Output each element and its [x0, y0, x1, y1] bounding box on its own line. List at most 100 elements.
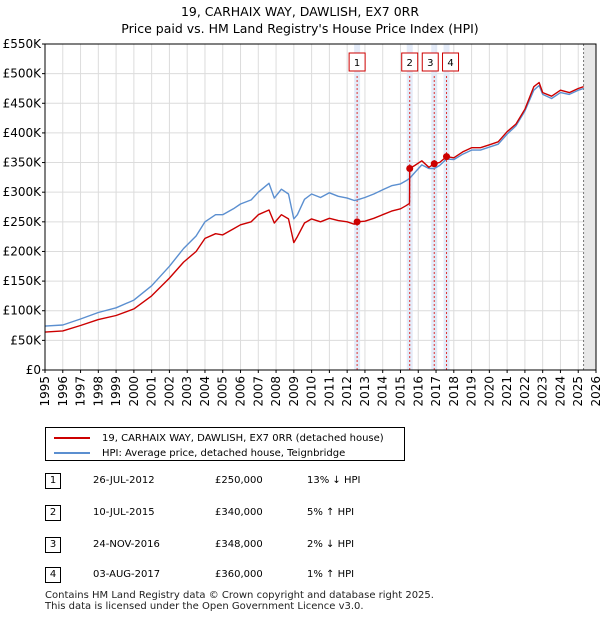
sale-hpi-relation: 2% ↓ HPI — [307, 539, 355, 550]
x-tick-label: 2001 — [145, 376, 159, 407]
x-tick-label: 1995 — [38, 376, 52, 407]
y-tick-label: £250K — [3, 215, 43, 229]
axes-frame — [44, 43, 597, 371]
x-tick-label: 2018 — [447, 376, 461, 407]
sale-date: 03-AUG-2017 — [93, 569, 161, 580]
y-tick-label: £50K — [10, 333, 42, 347]
x-tick-label: 1998 — [91, 376, 105, 407]
sale-dot — [406, 164, 414, 172]
sale-label: 2 — [407, 58, 413, 69]
legend-label-hpi: HPI: Average price, detached house, Teig… — [102, 447, 346, 459]
y-tick-label: £500K — [3, 67, 43, 81]
sale-row: 1 26-JUL-2012 £250,000 13% ↓ HPI — [45, 473, 385, 493]
sale-band — [443, 44, 450, 370]
x-tick-label: 2023 — [536, 376, 550, 407]
sale-label-box — [401, 52, 419, 72]
sale-number-badge: 2 — [45, 505, 61, 521]
footer: Contains HM Land Registry data © Crown c… — [45, 590, 434, 612]
sale-row: 2 10-JUL-2015 £340,000 5% ↑ HPI — [45, 505, 385, 525]
x-tick-label: 2004 — [198, 376, 212, 407]
y-tick-label: £0 — [26, 363, 41, 377]
footer-licence: This data is licensed under the Open Gov… — [45, 601, 364, 612]
sale-number-badge: 1 — [45, 473, 61, 489]
price-chart: £0 £50K £100K £150K £200K £250K £300K £350K £400… — [3, 37, 600, 407]
sale-hpi-relation: 13% ↓ HPI — [307, 475, 361, 486]
x-tick-label: 2024 — [553, 376, 567, 407]
x-tick-label: 1999 — [109, 376, 123, 407]
x-tick-label: 2002 — [162, 376, 176, 407]
sale-date: 24-NOV-2016 — [93, 539, 160, 550]
x-tick-label: 2003 — [180, 376, 194, 407]
sale-price: £340,000 — [215, 507, 263, 518]
sale-highlight-bands — [354, 44, 450, 370]
plot-area — [45, 44, 596, 370]
y-tick-label: £450K — [3, 96, 43, 110]
sale-label-box — [421, 52, 439, 72]
y-tick-label: £150K — [3, 274, 43, 288]
legend: 19, CARHAIX WAY, DAWLISH, EX7 0RR (detac… — [45, 427, 405, 461]
y-tick-label: £100K — [3, 304, 43, 318]
legend-swatch-hpi — [54, 452, 90, 454]
x-tick-label: 2021 — [500, 376, 514, 407]
sale-band — [406, 44, 413, 370]
x-tick-label: 2011 — [322, 376, 336, 407]
sale-label-box — [442, 52, 460, 72]
legend-item-hpi: HPI: Average price, detached house, Teig… — [54, 446, 345, 460]
chart-title: 19, CARHAIX WAY, DAWLISH, EX7 0RR Price … — [0, 3, 600, 37]
x-tick-label: 2007 — [251, 376, 265, 407]
y-tick-label: £550K — [3, 37, 43, 51]
sale-date: 26-JUL-2012 — [93, 475, 155, 486]
x-tick-label: 2000 — [127, 376, 141, 407]
x-tick-label: 1996 — [56, 376, 70, 407]
sale-band — [431, 44, 438, 370]
sale-dot — [353, 218, 361, 226]
x-tick-label: 2008 — [269, 376, 283, 407]
x-tick-label: 2009 — [287, 376, 301, 407]
x-tick-label: 1997 — [74, 376, 88, 407]
x-tick-label: 2025 — [571, 376, 585, 407]
x-tick-label: 2026 — [589, 376, 600, 407]
sale-label: 3 — [427, 58, 433, 69]
sale-price: £360,000 — [215, 569, 263, 580]
sale-dot — [430, 160, 438, 168]
footer-copyright: Contains HM Land Registry data © Crown c… — [45, 590, 434, 601]
y-tick-label: £300K — [3, 185, 43, 199]
title-line-1: 19, CARHAIX WAY, DAWLISH, EX7 0RR — [180, 4, 420, 19]
x-tick-label: 2006 — [234, 376, 248, 407]
x-tick-label: 2012 — [340, 376, 354, 407]
legend-item-property: 19, CARHAIX WAY, DAWLISH, EX7 0RR (detac… — [54, 431, 384, 445]
x-tick-label: 2013 — [358, 376, 372, 407]
x-tick-label: 2015 — [393, 376, 407, 407]
sale-number-badge: 4 — [45, 567, 61, 583]
x-tick-label: 2022 — [518, 376, 532, 407]
sale-hpi-relation: 1% ↑ HPI — [307, 569, 355, 580]
sale-date: 10-JUL-2015 — [93, 507, 155, 518]
y-tick-label: £350K — [3, 156, 43, 170]
y-tick-label: £200K — [3, 244, 43, 258]
series — [44, 81, 584, 333]
legend-swatch-property — [54, 437, 90, 439]
future-shading — [583, 44, 596, 370]
title-line-2: Price paid vs. HM Land Registry's House … — [121, 21, 479, 36]
sale-row: 4 03-AUG-2017 £360,000 1% ↑ HPI — [45, 567, 385, 587]
sale-dot — [443, 153, 451, 161]
x-tick-label: 2010 — [305, 376, 319, 407]
series-line — [44, 81, 584, 333]
sale-price: £348,000 — [215, 539, 263, 550]
x-tick-label: 2017 — [429, 376, 443, 407]
y-tick-label: £400K — [3, 126, 43, 140]
legend-label-property: 19, CARHAIX WAY, DAWLISH, EX7 0RR (detac… — [102, 432, 384, 444]
sale-number-badge: 3 — [45, 537, 61, 553]
sale-band — [354, 44, 361, 370]
series-line — [44, 84, 584, 327]
sale-hpi-relation: 5% ↑ HPI — [307, 507, 355, 518]
x-tick-label: 2016 — [411, 376, 425, 407]
x-tick-label: 2014 — [376, 376, 390, 407]
sale-markers: 1 2 3 4 — [348, 52, 460, 226]
sale-row: 3 24-NOV-2016 £348,000 2% ↓ HPI — [45, 537, 385, 557]
sale-label: 1 — [354, 58, 360, 69]
sale-label-box — [348, 52, 366, 72]
sale-price: £250,000 — [215, 475, 263, 486]
x-tick-label: 2020 — [482, 376, 496, 407]
grid — [44, 43, 597, 371]
